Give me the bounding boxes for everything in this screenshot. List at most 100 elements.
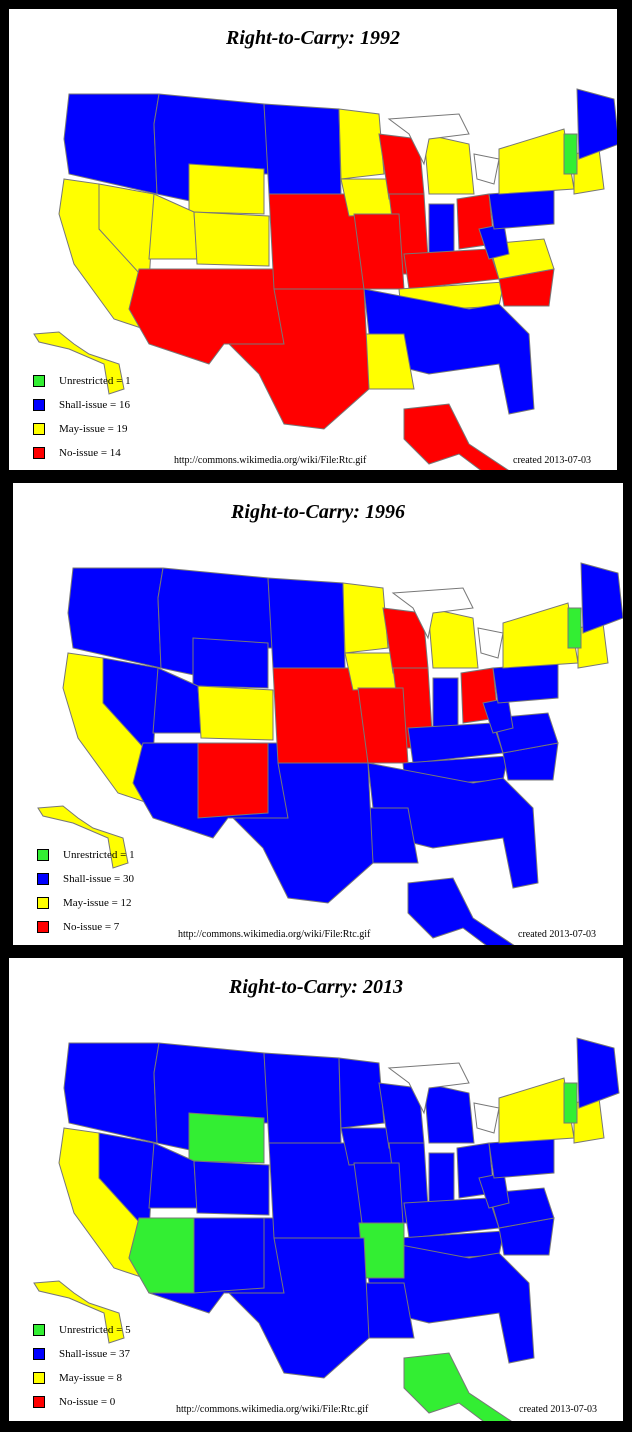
region-mi bbox=[423, 1082, 475, 1144]
legend-item-may: May-issue = 12 bbox=[37, 891, 135, 915]
legend-label: No-issue = 0 bbox=[59, 1396, 116, 1408]
map-title: Right-to-Carry: 1992 bbox=[226, 27, 400, 49]
legend-label: Shall-issue = 37 bbox=[59, 1348, 130, 1360]
region-mi bbox=[423, 133, 475, 195]
legend-swatch bbox=[37, 921, 49, 933]
legend-swatch bbox=[33, 1372, 45, 1384]
source-url: http://commons.wikimedia.org/wiki/File:R… bbox=[178, 929, 371, 940]
legend-swatch bbox=[33, 1324, 45, 1336]
region-me bbox=[576, 1037, 620, 1109]
region-plainsN bbox=[263, 103, 342, 195]
region-mn bbox=[338, 1057, 385, 1129]
region-nm bbox=[197, 742, 269, 819]
legend: Unrestricted = 5 Shall-issue = 37 May-is… bbox=[33, 1318, 131, 1414]
created-date: created 2013-07-03 bbox=[519, 1404, 598, 1415]
legend-item-no: No-issue = 7 bbox=[37, 915, 135, 939]
legend-swatch bbox=[33, 1348, 45, 1360]
legend-item-may: May-issue = 8 bbox=[33, 1366, 131, 1390]
region-pa bbox=[488, 188, 555, 230]
region-pnw bbox=[63, 93, 160, 195]
legend-swatch bbox=[37, 873, 49, 885]
region-co bbox=[193, 1160, 270, 1216]
region-plainsN bbox=[267, 577, 346, 669]
region-az bbox=[128, 1217, 195, 1294]
legend-label: No-issue = 7 bbox=[63, 921, 120, 933]
legend: Unrestricted = 1 Shall-issue = 30 May-is… bbox=[37, 843, 135, 939]
legend-label: May-issue = 12 bbox=[63, 897, 132, 909]
legend-item-no: No-issue = 14 bbox=[33, 441, 131, 465]
region-plainsN bbox=[263, 1052, 342, 1144]
region-vt bbox=[563, 133, 578, 175]
created-date: created 2013-07-03 bbox=[513, 455, 592, 466]
region-ia bbox=[344, 652, 399, 691]
us-map bbox=[37, 562, 623, 945]
region-wy bbox=[188, 1112, 265, 1164]
map-title: Right-to-Carry: 2013 bbox=[229, 976, 403, 998]
region-mn bbox=[342, 582, 389, 654]
legend-item-unrestricted: Unrestricted = 5 bbox=[33, 1318, 131, 1342]
legend-item-shall: Shall-issue = 37 bbox=[33, 1342, 131, 1366]
great-lakes bbox=[387, 1062, 500, 1134]
region-me bbox=[576, 88, 617, 160]
map-panel-2013: Right-to-Carry: 2013 Unrestricted = 5 Sh… bbox=[7, 956, 625, 1423]
legend-swatch bbox=[33, 423, 45, 435]
legend-swatch bbox=[33, 399, 45, 411]
region-hi bbox=[37, 805, 129, 869]
region-in bbox=[432, 677, 459, 734]
region-ak bbox=[403, 1352, 512, 1421]
region-ny bbox=[498, 128, 575, 195]
created-date: created 2013-07-03 bbox=[518, 929, 597, 940]
legend-label: Shall-issue = 16 bbox=[59, 399, 130, 411]
source-url: http://commons.wikimedia.org/wiki/File:R… bbox=[174, 455, 367, 466]
region-tx bbox=[231, 762, 374, 904]
legend-item-may: May-issue = 19 bbox=[33, 417, 131, 441]
great-lakes bbox=[391, 587, 504, 659]
legend-swatch bbox=[33, 375, 45, 387]
legend-swatch bbox=[37, 897, 49, 909]
region-nm bbox=[193, 1217, 265, 1294]
region-hi bbox=[33, 1280, 125, 1344]
legend-item-unrestricted: Unrestricted = 1 bbox=[37, 843, 135, 867]
legend-label: Shall-issue = 30 bbox=[63, 873, 134, 885]
legend-item-unrestricted: Unrestricted = 1 bbox=[33, 369, 131, 393]
region-ia bbox=[340, 178, 395, 217]
map-panel-1992: Right-to-Carry: 1992 Unrestricted = 1 Sh… bbox=[7, 7, 619, 472]
region-ny bbox=[498, 1077, 575, 1144]
legend-label: May-issue = 19 bbox=[59, 423, 128, 435]
region-in bbox=[428, 203, 455, 260]
region-pa bbox=[492, 662, 559, 704]
region-tx bbox=[227, 288, 370, 430]
region-wy bbox=[188, 163, 265, 215]
region-ia bbox=[340, 1127, 395, 1166]
legend-item-shall: Shall-issue = 30 bbox=[37, 867, 135, 891]
map-panel-1996: Right-to-Carry: 1996 Unrestricted = 1 Sh… bbox=[11, 481, 625, 947]
legend-label: Unrestricted = 1 bbox=[63, 849, 135, 861]
region-ak bbox=[403, 403, 509, 470]
us-map bbox=[33, 1037, 620, 1421]
region-mi bbox=[427, 607, 479, 669]
region-tx bbox=[227, 1237, 370, 1379]
region-co bbox=[197, 685, 274, 741]
legend-item-no: No-issue = 0 bbox=[33, 1390, 131, 1414]
region-pnw bbox=[63, 1042, 160, 1144]
great-lakes bbox=[387, 113, 500, 185]
legend-item-shall: Shall-issue = 16 bbox=[33, 393, 131, 417]
region-ak bbox=[407, 877, 515, 945]
legend-label: No-issue = 14 bbox=[59, 447, 121, 459]
region-ny bbox=[502, 602, 579, 669]
region-vt bbox=[567, 607, 582, 649]
region-mn bbox=[338, 108, 385, 180]
legend-swatch bbox=[37, 849, 49, 861]
region-wy bbox=[192, 637, 269, 689]
region-hi bbox=[33, 331, 125, 395]
region-co bbox=[193, 211, 270, 267]
map-title: Right-to-Carry: 1996 bbox=[231, 501, 405, 523]
region-pa bbox=[488, 1137, 555, 1179]
legend-swatch bbox=[33, 1396, 45, 1408]
legend-swatch bbox=[33, 447, 45, 459]
region-in bbox=[428, 1152, 455, 1209]
legend: Unrestricted = 1 Shall-issue = 16 May-is… bbox=[33, 369, 131, 465]
source-url: http://commons.wikimedia.org/wiki/File:R… bbox=[176, 1404, 369, 1415]
region-vt bbox=[563, 1082, 578, 1124]
us-map bbox=[33, 88, 617, 470]
